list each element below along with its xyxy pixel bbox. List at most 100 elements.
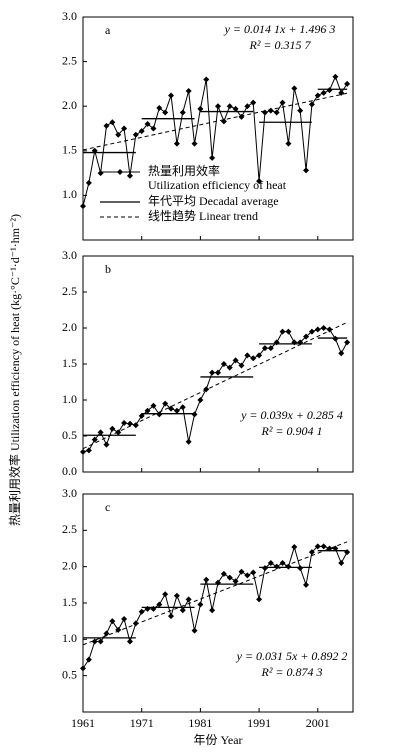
- data-point: [103, 630, 110, 637]
- data-point: [109, 119, 116, 126]
- data-point: [215, 103, 221, 110]
- panel-label: b: [105, 262, 111, 276]
- data-point: [179, 607, 186, 614]
- data-point: [173, 407, 180, 414]
- y-tick-label: 0.5: [62, 428, 77, 442]
- data-point: [238, 568, 245, 575]
- data-point: [191, 411, 198, 418]
- y-tick-label: 3.0: [62, 486, 77, 500]
- data-point: [197, 601, 204, 608]
- y-tick-label: 3.0: [62, 248, 77, 262]
- data-point: [179, 404, 186, 411]
- data-point: [209, 607, 216, 614]
- data-point: [115, 626, 122, 633]
- data-point: [103, 441, 110, 448]
- data-point: [308, 328, 315, 335]
- legend-label: 线性趋势 Linear trend: [148, 209, 258, 223]
- data-point: [297, 565, 304, 572]
- data-point: [138, 412, 145, 419]
- data-point: [285, 563, 292, 570]
- data-point: [80, 203, 86, 210]
- data-point: [85, 179, 92, 186]
- y-tick-label: 1.5: [62, 595, 77, 609]
- r-squared: R² = 0.874 3: [260, 665, 322, 679]
- x-axis-label: 年份 Year: [193, 733, 242, 747]
- data-point: [220, 118, 227, 125]
- data-point: [103, 122, 110, 129]
- plot-frame: [82, 493, 354, 713]
- data-point: [191, 140, 198, 147]
- data-point: [91, 436, 98, 443]
- data-point: [267, 107, 274, 114]
- data-point: [121, 125, 128, 132]
- data-point: [91, 638, 98, 645]
- plot-frame: [82, 16, 354, 241]
- data-point: [179, 109, 186, 116]
- data-point: [338, 350, 345, 357]
- data-point: [168, 613, 175, 620]
- x-tick-label: 1981: [188, 716, 212, 730]
- data-point: [162, 400, 169, 407]
- data-point: [303, 167, 310, 174]
- data-point: [203, 76, 210, 83]
- data-point: [267, 560, 274, 567]
- data-point: [314, 92, 321, 99]
- data-point: [344, 80, 351, 87]
- data-point: [132, 422, 139, 429]
- data-point: [144, 407, 151, 414]
- series-line: [82, 545, 348, 669]
- data-point: [326, 326, 333, 333]
- y-tick-label: 1.0: [62, 392, 77, 406]
- data-point: [150, 125, 157, 132]
- data-point: [185, 88, 192, 95]
- x-tick-label: 1971: [130, 716, 154, 730]
- data-point: [80, 448, 86, 455]
- data-point: [314, 326, 321, 333]
- data-point: [279, 99, 286, 106]
- data-point: [303, 333, 310, 340]
- data-point: [91, 147, 98, 154]
- data-point: [308, 549, 315, 556]
- data-point: [203, 386, 210, 393]
- data-point: [97, 638, 104, 645]
- data-point: [226, 103, 233, 110]
- data-point: [326, 545, 333, 552]
- data-point: [267, 345, 274, 352]
- data-point: [232, 357, 239, 364]
- data-point: [97, 170, 104, 177]
- y-tick-label: 2.0: [62, 98, 77, 112]
- data-point: [303, 581, 310, 588]
- data-point: [244, 103, 251, 110]
- series-line: [82, 75, 348, 207]
- data-point: [132, 620, 139, 627]
- y-tick-label: 2.0: [62, 558, 77, 572]
- data-point: [256, 352, 263, 359]
- data-point: [138, 128, 145, 135]
- data-point: [150, 605, 157, 612]
- y-tick-label: 2.5: [62, 53, 77, 67]
- data-point: [156, 104, 163, 111]
- data-point: [332, 545, 339, 552]
- data-point: [156, 411, 163, 418]
- data-point: [261, 109, 268, 116]
- data-point: [191, 627, 198, 634]
- data-point: [261, 565, 268, 572]
- data-point: [297, 339, 304, 346]
- data-point: [185, 438, 192, 445]
- data-point: [150, 402, 157, 409]
- data-point: [162, 591, 169, 598]
- data-point: [126, 638, 133, 645]
- data-point: [279, 560, 286, 567]
- data-point: [197, 105, 204, 112]
- data-point: [291, 85, 298, 92]
- data-point: [250, 99, 257, 106]
- data-point: [132, 131, 139, 138]
- trend-line: [82, 541, 348, 646]
- data-point: [256, 596, 263, 603]
- data-point: [273, 339, 280, 346]
- data-point: [185, 596, 192, 603]
- data-point: [244, 572, 251, 579]
- data-point: [85, 447, 92, 454]
- data-point: [297, 107, 304, 114]
